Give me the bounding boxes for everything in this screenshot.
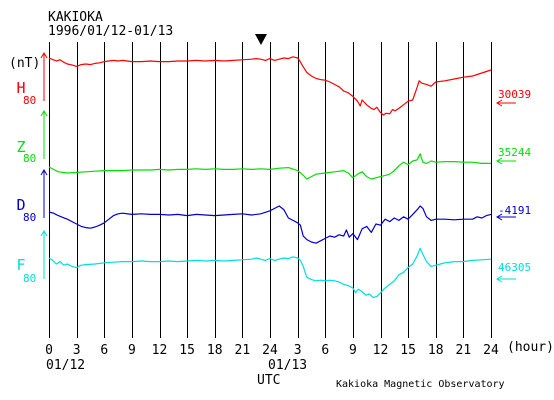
series-f-scale: 80 [23, 272, 36, 285]
series-h-scale: 80 [23, 94, 36, 107]
series-z-name: Z [16, 138, 25, 156]
x-tick-label: 15 [400, 343, 416, 358]
series-d-scale: 80 [23, 211, 36, 224]
series-f-baseline-arrowhead [496, 275, 503, 283]
series-f-name: F [16, 256, 25, 274]
series-h-name: H [16, 79, 25, 97]
series-d-baseline-arrowhead [496, 213, 503, 221]
series-f-baseline: 46305 [498, 261, 531, 274]
x-tick-label: 9 [349, 343, 357, 358]
baseline-labels: 30039 35244 -4191 46305 [496, 88, 531, 283]
series-f-line [48, 247, 492, 299]
series-f-scale-arrowhead [40, 230, 48, 237]
series-group [48, 56, 492, 299]
series-h-baseline-arrowhead [496, 99, 503, 107]
x-tick-label: 18 [428, 343, 444, 358]
observatory-credit: Kakioka Magnetic Observatory [336, 379, 505, 390]
date-label-day2: 01/13 [268, 358, 307, 373]
series-z-baseline: 35244 [498, 146, 531, 159]
series-h-line [48, 56, 492, 116]
date-label-day1: 01/12 [46, 358, 85, 373]
station-title: KAKIOKA [48, 10, 103, 25]
series-h-baseline: 30039 [498, 88, 531, 101]
series-d-line [48, 205, 492, 244]
x-axis-title: UTC [257, 373, 280, 388]
series-d-scale-arrowhead [40, 169, 48, 176]
x-tick-label: 21 [235, 343, 251, 358]
x-tick-label: 6 [321, 343, 329, 358]
x-tick-label: 6 [100, 343, 108, 358]
series-z-line [48, 153, 491, 180]
x-tick-label: 18 [207, 343, 223, 358]
x-tick-label: 15 [179, 343, 195, 358]
x-tick-label: 3 [294, 343, 302, 358]
period-title: 1996/01/12-01/13 [48, 24, 173, 39]
x-tick-label: 9 [128, 343, 136, 358]
x-tick-label: 21 [456, 343, 472, 358]
x-tick-label: 0 [45, 343, 53, 358]
series-h-scale-arrowhead [40, 52, 48, 59]
series-d-name: D [16, 196, 25, 214]
series-z-baseline-arrowhead [496, 157, 503, 165]
series-d-baseline: -4191 [498, 204, 531, 217]
unit-label: (nT) [9, 56, 40, 71]
storm-onset-marker [255, 34, 267, 45]
x-tick-label: 24 [483, 343, 499, 358]
x-tick-label: 24 [262, 343, 278, 358]
x-tick-label: 12 [373, 343, 389, 358]
series-z-scale: 80 [23, 152, 36, 165]
x-tick-label: 3 [73, 343, 81, 358]
x-tick-label: 12 [152, 343, 168, 358]
series-z-scale-arrowhead [40, 110, 48, 117]
x-tick-labels: 0 3 6 9 12 15 18 21 24 3 6 9 12 15 18 21 24 [45, 343, 499, 358]
grid-lines [49, 42, 492, 338]
x-axis-unit: (hour) [507, 340, 554, 355]
